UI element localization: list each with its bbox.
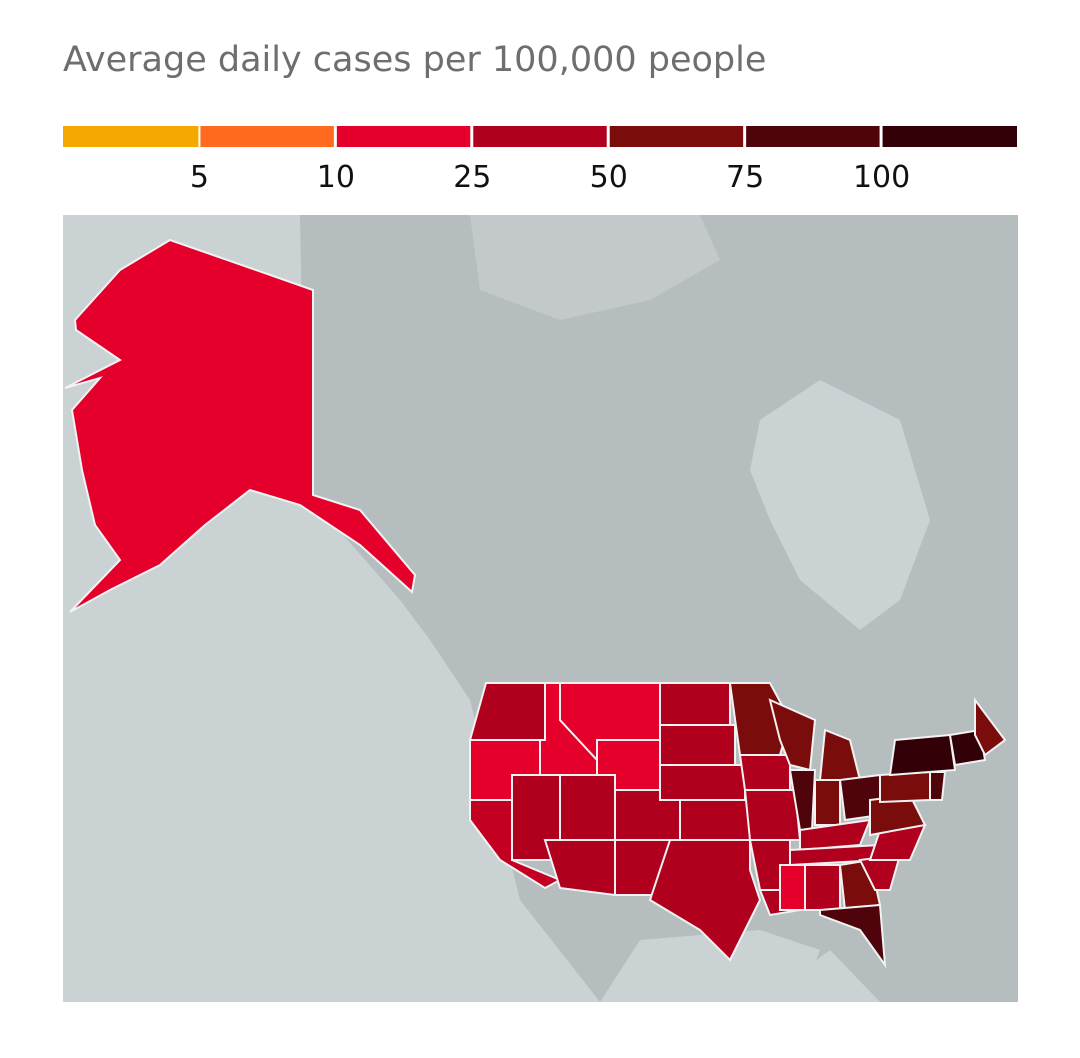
ocean bbox=[63, 215, 1018, 1002]
legend-swatch bbox=[473, 126, 607, 147]
legend-label: 75 bbox=[726, 160, 764, 195]
legend-label: 50 bbox=[590, 160, 628, 195]
legend-swatch bbox=[336, 126, 471, 147]
legend-label: 5 bbox=[190, 160, 209, 195]
legend-label: 10 bbox=[317, 160, 355, 195]
legend-swatch bbox=[746, 126, 880, 147]
legend-swatch bbox=[609, 126, 744, 147]
arctic-islands bbox=[470, 215, 720, 320]
us-states bbox=[468, 682, 1007, 969]
legend-swatch bbox=[200, 126, 334, 147]
legend-label: 100 bbox=[853, 160, 910, 195]
hudson-bay bbox=[750, 380, 930, 630]
alaska bbox=[64, 238, 417, 613]
legend: 5 10 25 50 75 100 bbox=[63, 126, 1017, 195]
legend-swatch bbox=[63, 126, 199, 147]
gulf bbox=[600, 930, 820, 1002]
land bbox=[300, 215, 1018, 1002]
legend-label: 25 bbox=[453, 160, 491, 195]
legend-swatch bbox=[882, 126, 1017, 147]
chart-title: Average daily cases per 100,000 people bbox=[63, 40, 767, 80]
